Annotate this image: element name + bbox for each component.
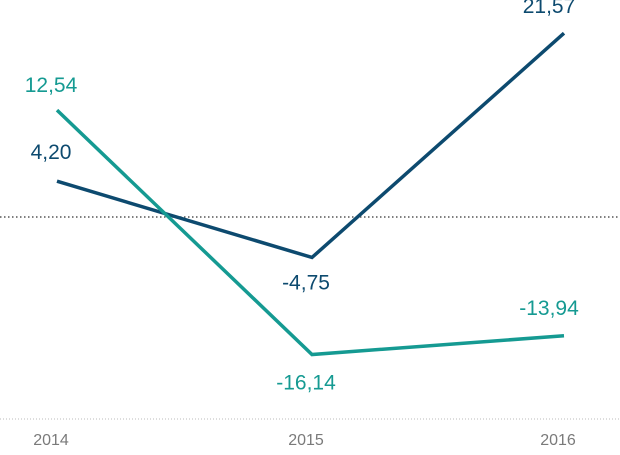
series-layer [55,31,566,357]
series-1-data-label: 21,57 [523,0,576,18]
series-2-data-label: -13,94 [519,297,579,320]
x-tick-label: 2014 [33,432,69,449]
x-tick-label: 2016 [540,432,576,449]
series-2-line [55,108,565,357]
series-1-data-label: -4,75 [282,271,330,294]
series-1-data-label: 4,20 [31,141,72,164]
series-1-line [56,31,566,260]
x-tick-label: 2015 [288,432,324,449]
data-label-layer: 4,20 -4,75 21,57 12,54 -16,14 -13,94 [25,0,579,395]
x-axis-ticks: 2014 2015 2016 [33,432,576,449]
series-2-data-label: 12,54 [25,74,78,97]
series-2-data-label: -16,14 [276,372,336,395]
